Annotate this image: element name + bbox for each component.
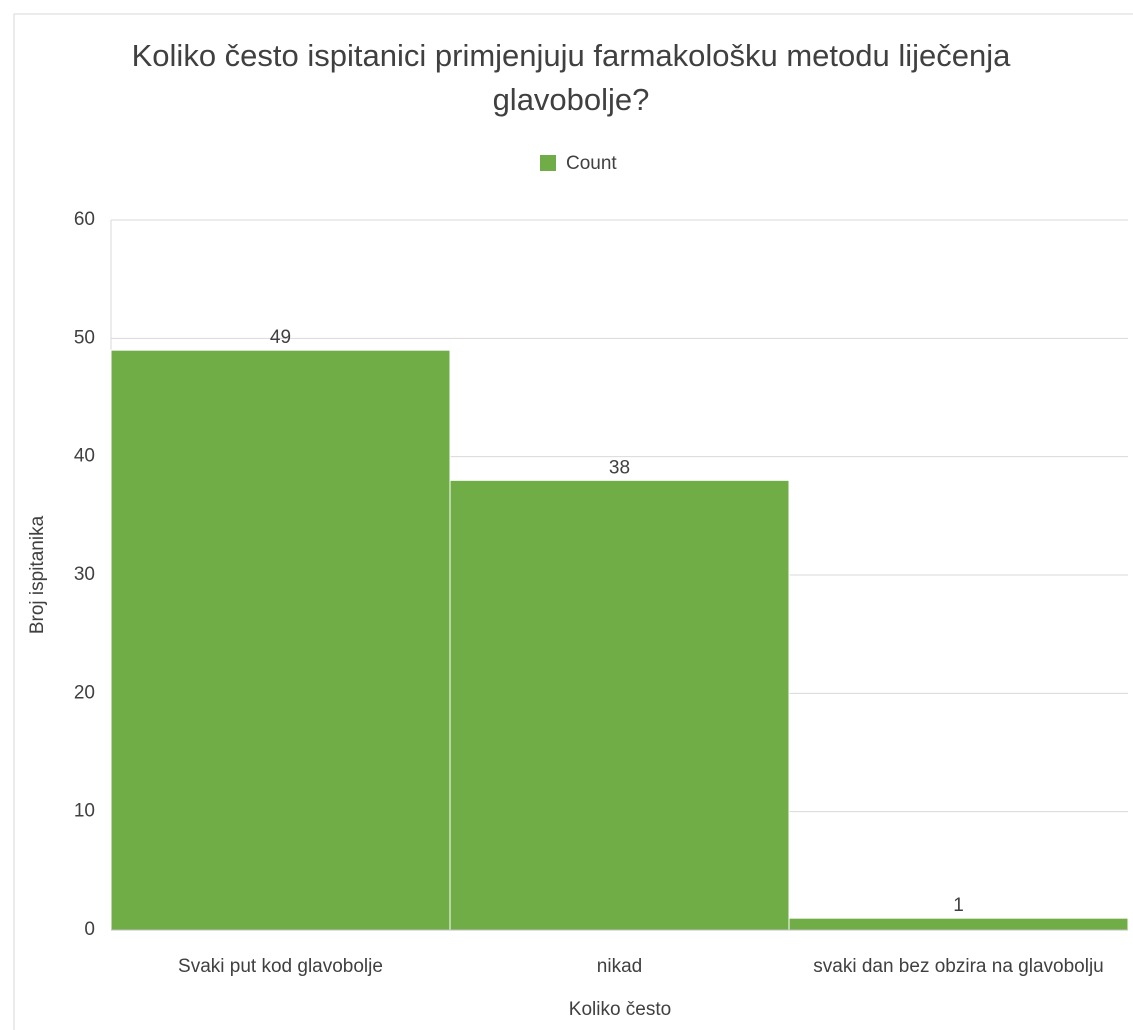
- x-tick-label: nikad: [597, 956, 642, 977]
- legend-swatch: [540, 155, 556, 171]
- data-label: 38: [609, 457, 630, 478]
- data-label: 1: [953, 895, 964, 916]
- chart-border: [13, 13, 1133, 1030]
- x-tick-label: Svaki put kod glavobolje: [178, 956, 383, 977]
- x-tick-label: svaki dan bez obzira na glavobolju: [813, 956, 1103, 977]
- x-axis-label: Koliko često: [569, 999, 671, 1020]
- bar: [788, 917, 1129, 931]
- y-tick-label: 40: [74, 446, 95, 467]
- bar: [110, 349, 451, 931]
- bar: [449, 479, 790, 931]
- y-tick-label: 10: [74, 801, 95, 822]
- y-tick-label: 60: [74, 209, 95, 230]
- y-tick-label: 50: [74, 327, 95, 348]
- y-tick-label: 0: [84, 919, 95, 940]
- chart-title: Koliko često ispitanici primjenjuju farm…: [131, 38, 1011, 117]
- legend-label: Count: [566, 153, 617, 174]
- data-label: 49: [270, 327, 291, 348]
- y-tick-label: 30: [74, 564, 95, 585]
- y-tick-label: 20: [74, 682, 95, 703]
- y-axis-label: Broj ispitanika: [27, 515, 48, 634]
